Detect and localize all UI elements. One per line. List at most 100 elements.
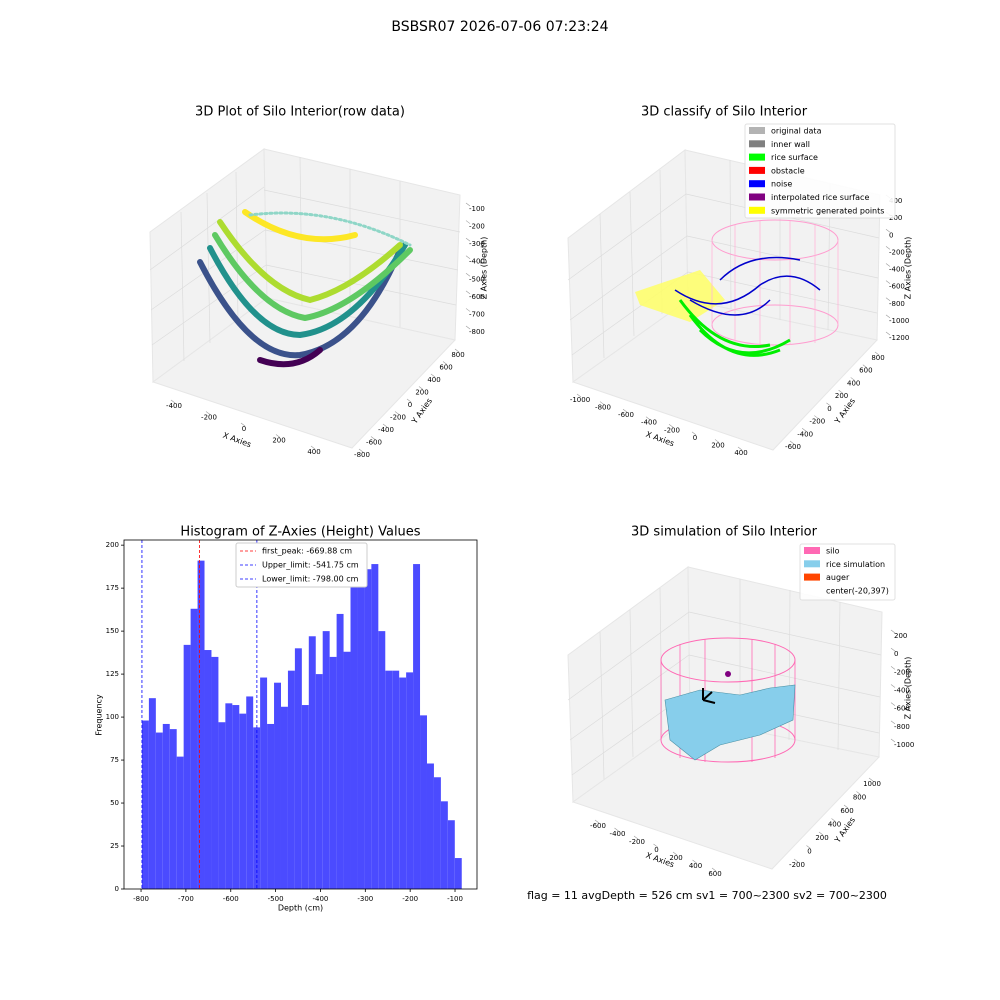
legend-label: rice surface bbox=[771, 153, 818, 162]
z-tick-label: -600 bbox=[469, 293, 485, 301]
z-tick bbox=[890, 738, 896, 743]
y-tick-label: 75 bbox=[110, 756, 119, 764]
y-tick bbox=[856, 791, 861, 795]
x-tick bbox=[576, 393, 582, 398]
x-tick-label: 400 bbox=[734, 449, 747, 457]
z-tick-label: -200 bbox=[889, 248, 905, 256]
bar bbox=[329, 656, 337, 889]
x-tick-label: 0 bbox=[654, 846, 658, 854]
z-tick-label: -600 bbox=[894, 705, 910, 713]
bar bbox=[211, 656, 219, 889]
bar bbox=[239, 713, 247, 889]
z-tick bbox=[890, 647, 896, 652]
x-tick-label: 0 bbox=[242, 425, 246, 433]
y-tick-label: 25 bbox=[110, 842, 119, 850]
legend-swatch bbox=[804, 573, 820, 581]
y-tick-label: 50 bbox=[110, 799, 119, 807]
plot3d-1 bbox=[149, 148, 461, 449]
bar bbox=[155, 732, 163, 889]
x-tick-label: -400 bbox=[166, 402, 182, 410]
x-tick bbox=[622, 408, 628, 413]
bar bbox=[378, 631, 386, 889]
z-tick bbox=[890, 684, 896, 688]
legend-swatch bbox=[804, 586, 820, 594]
z-tick bbox=[890, 629, 896, 634]
plot3d-4 bbox=[567, 566, 883, 870]
y-tick bbox=[442, 361, 448, 365]
legend-label: symmetric generated points bbox=[771, 206, 884, 215]
z-axis-label: Z Axies (Depth) bbox=[480, 237, 489, 300]
z-tick bbox=[885, 314, 891, 319]
bar bbox=[392, 670, 400, 889]
y-tick-label: -600 bbox=[366, 439, 382, 447]
y-tick bbox=[862, 364, 868, 368]
x-tick-label: -200 bbox=[629, 838, 645, 846]
bar bbox=[204, 650, 212, 889]
subplot-title: 3D simulation of Silo Interior bbox=[631, 525, 818, 540]
y-tick-label: 400 bbox=[828, 821, 841, 829]
y-tick-label: 200 bbox=[106, 541, 119, 549]
bar bbox=[447, 820, 455, 889]
bar bbox=[440, 801, 448, 889]
z-axis-label: Z Axies (Depth) bbox=[904, 237, 913, 300]
y-tick bbox=[370, 436, 376, 440]
y-tick bbox=[831, 818, 836, 822]
legend-label: rice simulation bbox=[826, 560, 885, 569]
y-tick bbox=[454, 348, 460, 353]
z-tick bbox=[885, 246, 891, 250]
y-tick-label: 200 bbox=[815, 834, 828, 842]
y-tick-label: 200 bbox=[835, 392, 848, 400]
legend-label: inner wall bbox=[771, 140, 810, 149]
x-tick-label: 200 bbox=[669, 854, 682, 862]
legend-label: Lower_limit: -798.00 cm bbox=[262, 575, 359, 584]
bar bbox=[336, 613, 344, 889]
z-tick-label: -300 bbox=[469, 240, 485, 248]
footer-text: flag = 11 avgDepth = 526 cm sv1 = 700~23… bbox=[527, 889, 887, 902]
x-tick bbox=[714, 439, 720, 443]
x-tick-label: -800 bbox=[133, 895, 149, 903]
y-tick-label: 0 bbox=[807, 848, 811, 856]
z-tick bbox=[465, 255, 471, 259]
z-tick-label: 400 bbox=[889, 197, 902, 205]
y-tick bbox=[806, 845, 811, 849]
bar bbox=[274, 682, 281, 889]
bar bbox=[267, 723, 275, 889]
legend-swatch bbox=[749, 180, 765, 188]
x-tick-label: -600 bbox=[618, 411, 634, 419]
axes-frame bbox=[123, 539, 478, 890]
bar bbox=[454, 858, 462, 889]
bar bbox=[413, 564, 421, 889]
bar bbox=[280, 706, 288, 889]
bar bbox=[357, 558, 365, 889]
y-tick-label: 125 bbox=[106, 670, 119, 678]
y-axis-label: Frequency bbox=[95, 694, 104, 736]
x-tick-label: -100 bbox=[447, 895, 463, 903]
y-tick bbox=[818, 831, 824, 836]
x-tick bbox=[594, 819, 600, 824]
x-tick bbox=[205, 411, 211, 415]
z-tick-label: 0 bbox=[894, 650, 898, 658]
x-tick bbox=[599, 401, 605, 405]
x-tick bbox=[737, 446, 743, 451]
legend-swatch bbox=[804, 560, 820, 568]
y-tick-label: -200 bbox=[390, 414, 406, 422]
z-tick bbox=[885, 280, 891, 284]
z-tick-label: -800 bbox=[894, 723, 910, 731]
z-tick bbox=[465, 273, 471, 277]
y-tick-label: 800 bbox=[853, 794, 866, 802]
y-tick-label: 150 bbox=[106, 627, 119, 635]
y-tick-label: 800 bbox=[451, 351, 464, 359]
y-tick-label: -200 bbox=[809, 418, 825, 426]
legend-swatch bbox=[749, 127, 765, 134]
x-tick bbox=[711, 867, 717, 872]
z-tick-label: -600 bbox=[889, 283, 905, 291]
z-tick-label: -400 bbox=[469, 258, 485, 266]
z-tick-label: -700 bbox=[469, 310, 485, 318]
z-tick-label: 0 bbox=[889, 231, 893, 239]
legend-swatch bbox=[804, 547, 820, 554]
y-tick-label: 400 bbox=[427, 376, 440, 384]
bar bbox=[364, 569, 372, 889]
bar bbox=[385, 670, 393, 889]
y-tick-label: 600 bbox=[859, 367, 872, 375]
z-tick-label: -1000 bbox=[894, 741, 914, 749]
